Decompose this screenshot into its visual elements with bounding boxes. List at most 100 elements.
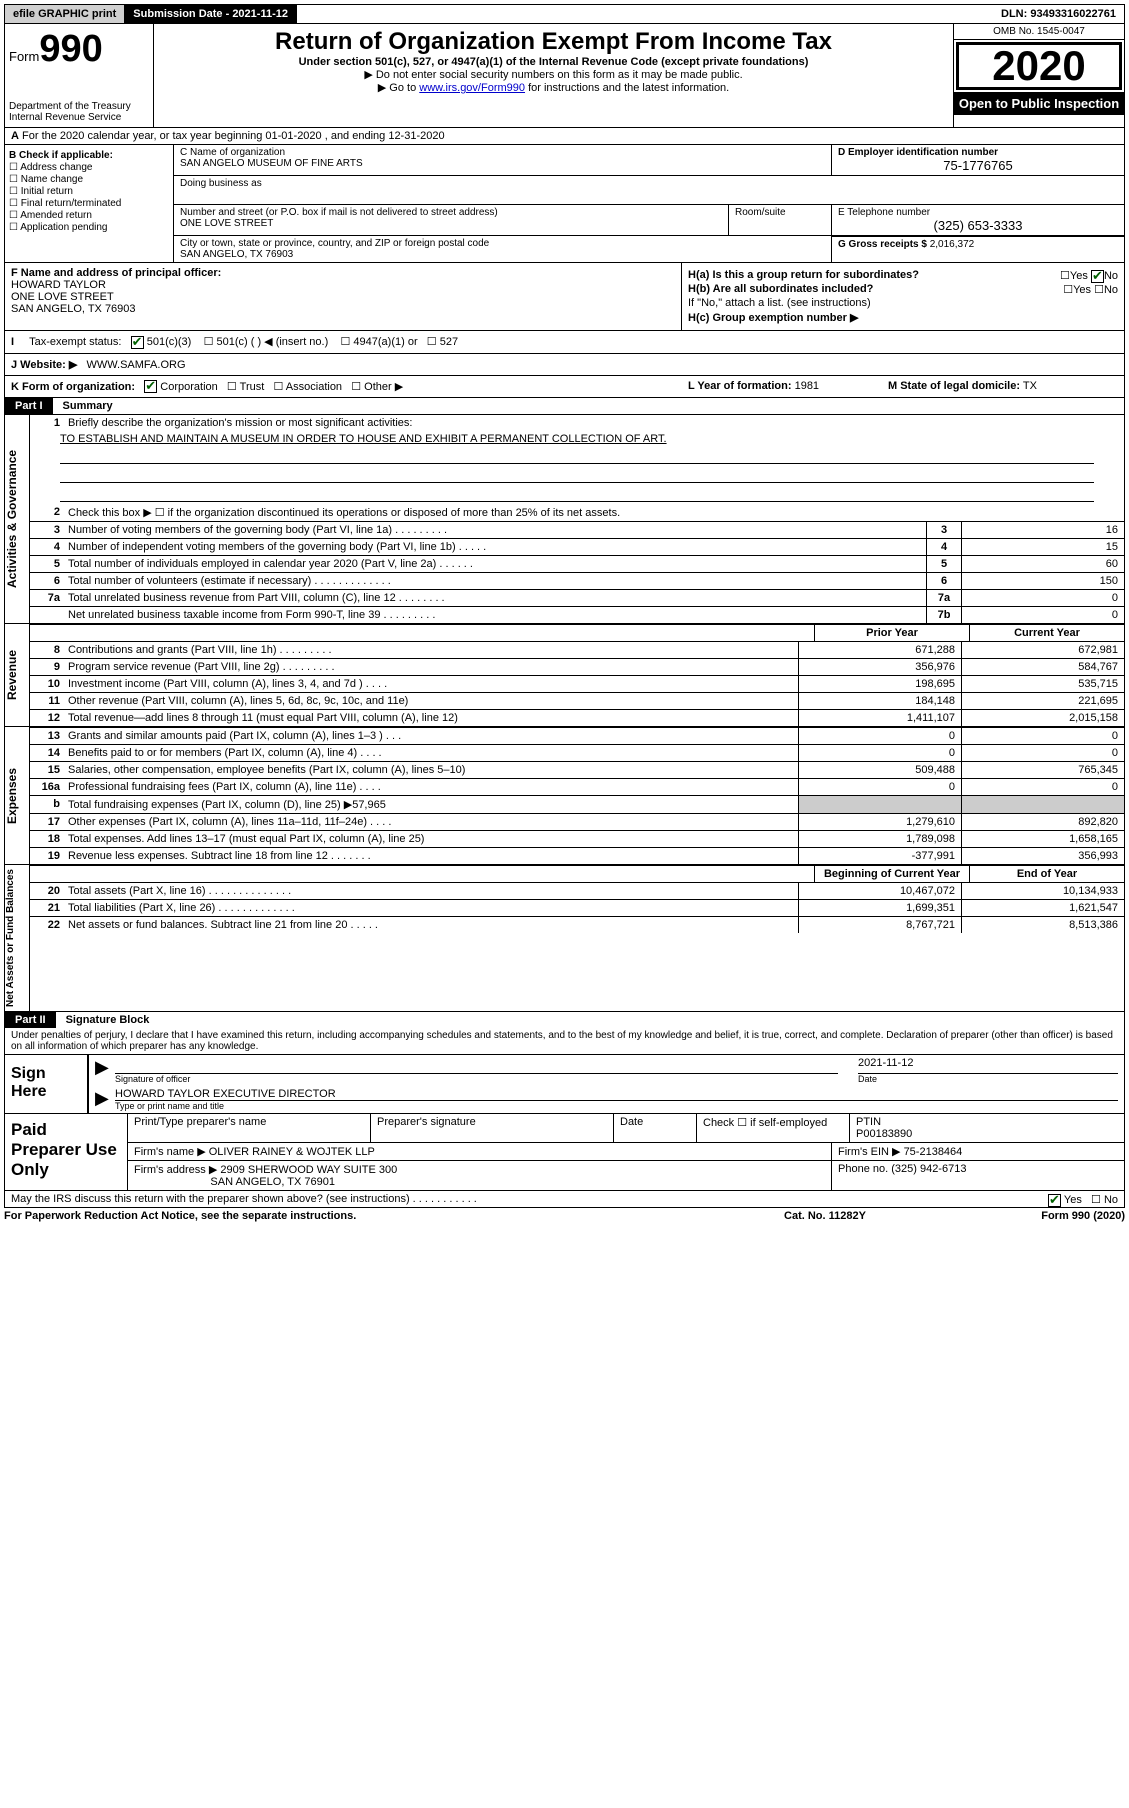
current-val: 535,715 — [961, 676, 1124, 692]
part2-badge: Part II — [5, 1012, 56, 1028]
i-501c[interactable]: 501(c) ( ) ◀ (insert no.) — [217, 336, 329, 348]
line-box: 7b — [926, 607, 961, 623]
officer-name-title: HOWARD TAYLOR EXECUTIVE DIRECTOR — [115, 1088, 1118, 1101]
prior-val: 356,976 — [798, 659, 961, 675]
line-box: 7a — [926, 590, 961, 606]
note2-pre: ▶ Go to — [378, 82, 419, 94]
current-val: 0 — [961, 728, 1124, 744]
firm-phone: (325) 942-6713 — [891, 1163, 966, 1175]
line-desc: Total expenses. Add lines 13–17 (must eq… — [64, 831, 798, 847]
chk-initial-return[interactable]: Initial return — [21, 186, 73, 197]
irs-no[interactable]: No — [1104, 1194, 1118, 1206]
i-4947[interactable]: 4947(a)(1) or — [353, 336, 417, 348]
prep-sig-hdr: Preparer's signature — [371, 1114, 614, 1142]
q1-desc: Briefly describe the organization's miss… — [64, 415, 1124, 431]
current-val: 1,621,547 — [961, 900, 1124, 916]
street-address: ONE LOVE STREET — [180, 218, 722, 229]
line-num: 11 — [30, 693, 64, 709]
line-desc: Program service revenue (Part VIII, line… — [64, 659, 798, 675]
chk-app-pending[interactable]: Application pending — [20, 222, 107, 233]
q2-desc: Check this box ▶ ☐ if the organization d… — [64, 504, 1124, 521]
form-title: Return of Organization Exempt From Incom… — [164, 28, 943, 56]
irs-yes-chk[interactable] — [1048, 1194, 1061, 1207]
chk-amended[interactable]: Amended return — [20, 210, 92, 221]
blank-line — [60, 447, 1094, 464]
k-other[interactable]: Other ▶ — [364, 381, 403, 393]
chk-corp[interactable] — [144, 380, 157, 393]
current-val: 10,134,933 — [961, 883, 1124, 899]
k-assoc[interactable]: Association — [286, 381, 342, 393]
chk-address-change[interactable]: Address change — [20, 162, 92, 173]
omb-number: OMB No. 1545-0047 — [954, 24, 1124, 40]
ha-no-chk[interactable] — [1091, 270, 1104, 283]
efile-label[interactable]: efile GRAPHIC print — [5, 5, 125, 23]
irs-yes: Yes — [1064, 1194, 1082, 1206]
line-num: 20 — [30, 883, 64, 899]
current-val: 892,820 — [961, 814, 1124, 830]
line-desc: Net unrelated business taxable income fr… — [64, 607, 926, 623]
line-desc: Grants and similar amounts paid (Part IX… — [64, 728, 798, 744]
m-label: M State of legal domicile: — [888, 380, 1020, 392]
prep-selfemp-hdr[interactable]: Check ☐ if self-employed — [697, 1114, 850, 1142]
line-desc: Total fundraising expenses (Part IX, col… — [64, 796, 798, 813]
row-i: I Tax-exempt status: 501(c)(3) ☐ 501(c) … — [4, 330, 1125, 353]
line-desc: Other revenue (Part VIII, column (A), li… — [64, 693, 798, 709]
form-footer-pre: Form — [1041, 1210, 1072, 1222]
chk-final-return[interactable]: Final return/terminated — [21, 198, 122, 209]
line-desc: Total liabilities (Part X, line 26) . . … — [64, 900, 798, 916]
col-current: Current Year — [969, 625, 1124, 641]
col-begin: Beginning of Current Year — [814, 866, 969, 882]
i-label: Tax-exempt status: — [29, 336, 121, 348]
form-footer-post: (2020) — [1090, 1210, 1125, 1222]
sig-officer-label: Signature of officer — [115, 1074, 838, 1084]
current-val — [961, 796, 1124, 813]
k-corp: Corporation — [160, 381, 217, 393]
officer-addr2: SAN ANGELO, TX 76903 — [11, 303, 675, 315]
hb-yes[interactable]: Yes — [1073, 284, 1091, 296]
col-end: End of Year — [969, 866, 1124, 882]
hb-no[interactable]: No — [1104, 284, 1118, 296]
phone: (325) 653-3333 — [838, 218, 1118, 233]
ssn-note: ▶ Do not enter social security numbers o… — [164, 68, 943, 81]
ha-yes[interactable]: Yes — [1070, 270, 1088, 282]
chk-501c3[interactable] — [131, 336, 144, 349]
line-desc: Professional fundraising fees (Part IX, … — [64, 779, 798, 795]
row-a-period: A For the 2020 calendar year, or tax yea… — [4, 128, 1125, 145]
form-number: 990 — [39, 28, 102, 70]
may-irs-text: May the IRS discuss this return with the… — [11, 1193, 477, 1205]
current-val: 672,981 — [961, 642, 1124, 658]
line-desc: Contributions and grants (Part VIII, lin… — [64, 642, 798, 658]
firm-addr1: 2909 SHERWOOD WAY SUITE 300 — [220, 1164, 397, 1176]
irs-link[interactable]: www.irs.gov/Form990 — [419, 82, 525, 94]
ein: 75-1776765 — [838, 158, 1118, 173]
k-trust[interactable]: Trust — [240, 381, 265, 393]
chk-name-change[interactable]: Name change — [21, 174, 83, 185]
prior-val: 0 — [798, 728, 961, 744]
tax-year: 2020 — [956, 42, 1122, 90]
k-label: K Form of organization: — [11, 381, 135, 393]
open-to-public: Open to Public Inspection — [954, 92, 1124, 115]
line-desc: Investment income (Part VIII, column (A)… — [64, 676, 798, 692]
part2-title: Signature Block — [56, 1012, 160, 1028]
b-title: B Check if applicable: — [9, 150, 113, 161]
city-label: City or town, state or province, country… — [180, 238, 825, 249]
line-desc: Revenue less expenses. Subtract line 18 … — [64, 848, 798, 864]
state-domicile: TX — [1023, 380, 1037, 392]
top-bar: efile GRAPHIC print Submission Date - 20… — [4, 4, 1125, 24]
prep-date-hdr: Date — [614, 1114, 697, 1142]
line-num: 6 — [30, 573, 64, 589]
prior-val: 8,767,721 — [798, 917, 961, 933]
arrow-icon: ▶ — [95, 1057, 115, 1084]
prior-val: 1,411,107 — [798, 710, 961, 726]
expenses-section: Expenses 13Grants and similar amounts pa… — [4, 727, 1125, 865]
section-b-to-g: B Check if applicable: ☐ Address change … — [4, 145, 1125, 262]
line-num: 4 — [30, 539, 64, 555]
line-num: 3 — [30, 522, 64, 538]
i-527[interactable]: 527 — [440, 336, 458, 348]
prior-val: 198,695 — [798, 676, 961, 692]
type-print-label: Type or print name and title — [115, 1101, 1118, 1111]
mission-text: TO ESTABLISH AND MAINTAIN A MUSEUM IN OR… — [30, 431, 1124, 447]
line-desc: Total assets (Part X, line 16) . . . . .… — [64, 883, 798, 899]
line-box: 4 — [926, 539, 961, 555]
prior-val: 0 — [798, 779, 961, 795]
